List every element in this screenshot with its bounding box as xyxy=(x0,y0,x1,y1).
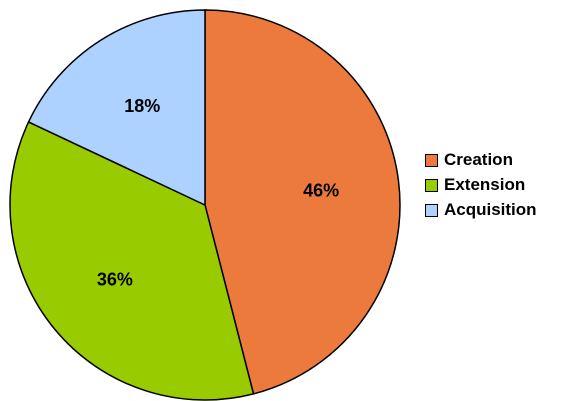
legend-swatch-acquisition xyxy=(425,203,438,217)
pie-slice-creation xyxy=(204,9,401,395)
data-label-creation: 46% xyxy=(303,180,339,200)
legend-item-creation: Creation xyxy=(425,150,573,170)
legend-swatch-creation xyxy=(425,153,438,167)
pie-slice-acquisition xyxy=(27,9,206,207)
data-label-extension: 36% xyxy=(97,270,133,290)
pie-data-labels: 46% 36% 18% xyxy=(97,96,339,289)
legend: Creation Extension Acquisition xyxy=(425,150,573,225)
legend-swatch-extension xyxy=(425,178,438,192)
legend-item-acquisition: Acquisition xyxy=(425,200,573,220)
pie-slices xyxy=(9,9,401,401)
legend-item-extension: Extension xyxy=(425,175,573,195)
legend-label-extension: Extension xyxy=(444,175,526,194)
pie-slice-extension xyxy=(9,120,255,401)
data-label-acquisition: 18% xyxy=(124,96,160,116)
legend-label-creation: Creation xyxy=(444,150,513,169)
legend-label-acquisition: Acquisition xyxy=(444,200,537,219)
